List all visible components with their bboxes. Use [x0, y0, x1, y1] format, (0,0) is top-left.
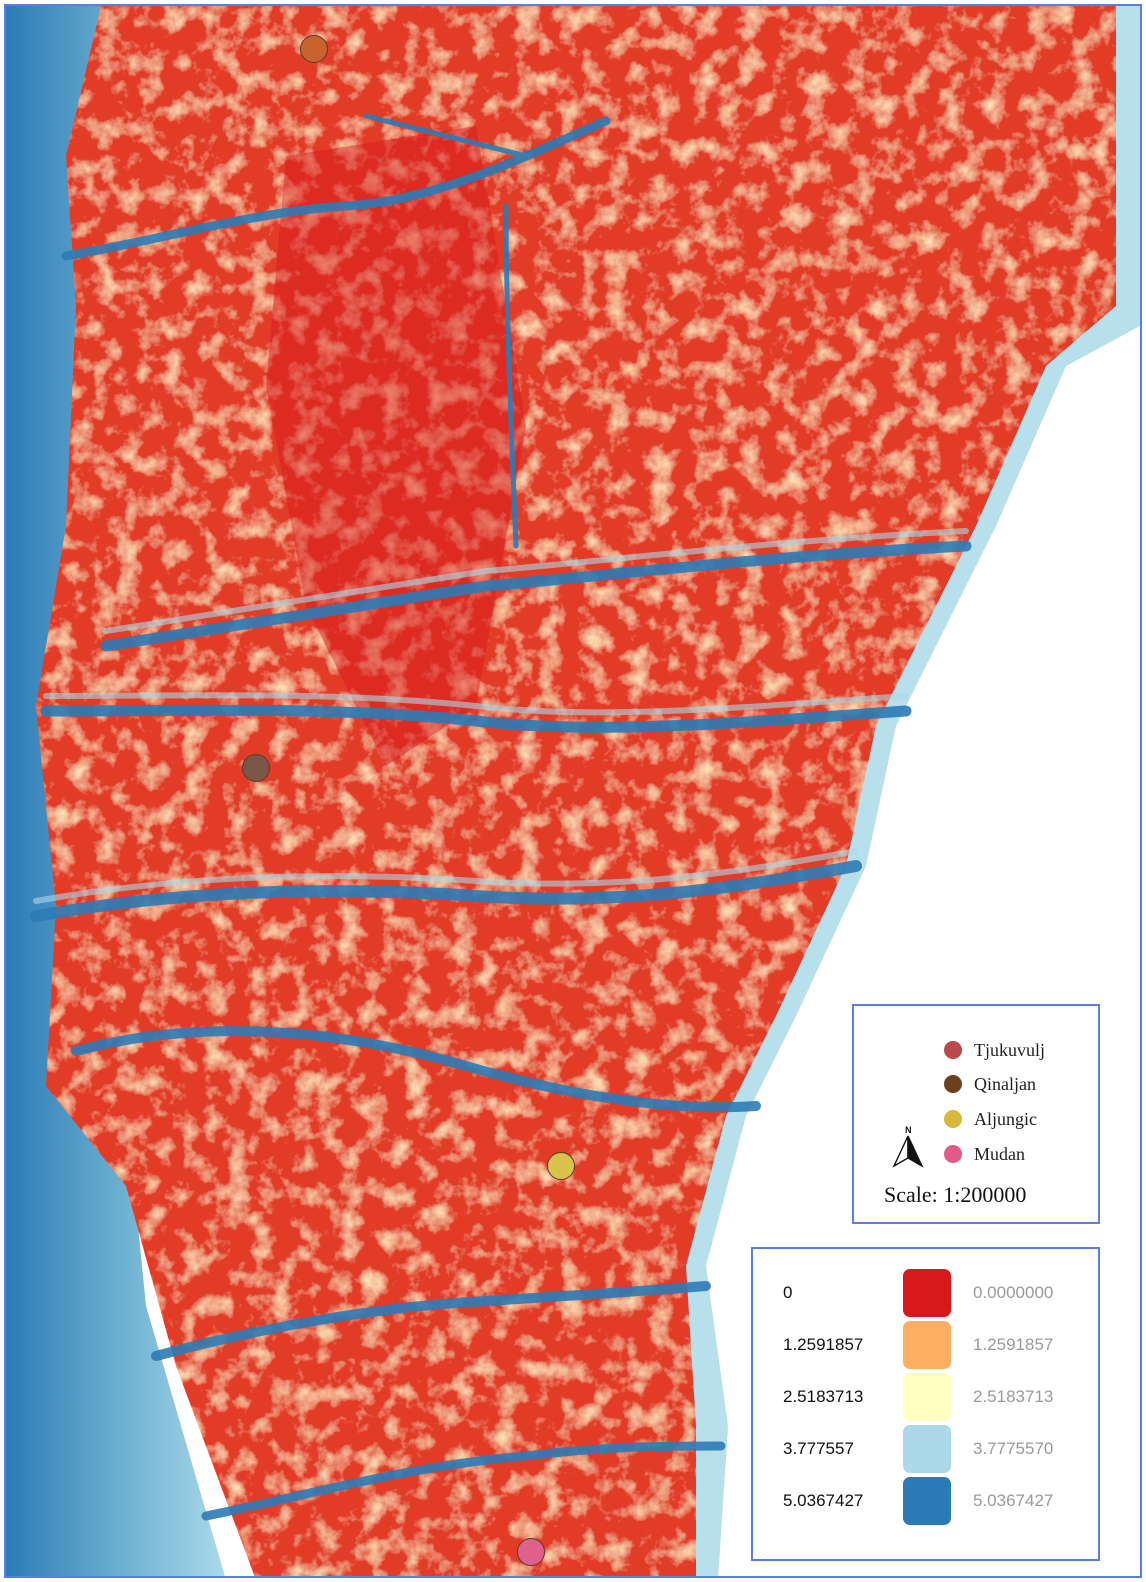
ramp-value: 5.0367427 — [973, 1491, 1054, 1510]
places-legend: Tjukuvulj Qinaljan Aljungic Mudan N Scal… — [852, 1004, 1100, 1224]
legend-item-mudan: Mudan — [944, 1141, 1025, 1167]
ramp-label: 2.5183713 — [783, 1387, 864, 1406]
ramp-swatch — [903, 1269, 951, 1317]
ramp-label: 0 — [783, 1283, 793, 1302]
legend-item-qinaljan: Qinaljan — [944, 1071, 1036, 1097]
place-label: Mudan — [974, 1143, 1025, 1164]
qinaljan-dot-icon — [944, 1075, 962, 1093]
aljungic-dot-icon — [944, 1110, 962, 1128]
marker-mudan[interactable] — [517, 1538, 545, 1566]
place-label: Aljungic — [974, 1108, 1037, 1129]
river-network — [30, 113, 972, 1521]
legend-item-aljungic: Aljungic — [944, 1106, 1037, 1132]
ramp-row: 5.0367427 5.0367427 — [753, 1477, 1098, 1525]
north-label: N — [905, 1125, 912, 1135]
north-arrow-icon: N — [892, 1125, 924, 1168]
marker-tjukuvulj[interactable] — [300, 35, 328, 63]
color-ramp-legend: 0 0.0000000 1.2591857 1.2591857 2.518371… — [751, 1247, 1100, 1561]
place-label: Tjukuvulj — [974, 1039, 1045, 1060]
ramp-row: 1.2591857 1.2591857 — [753, 1321, 1098, 1369]
ramp-row: 3.777557 3.7775570 — [753, 1425, 1098, 1473]
ramp-label: 3.777557 — [783, 1439, 854, 1458]
marker-aljungic[interactable] — [547, 1152, 575, 1180]
ramp-swatch — [903, 1321, 951, 1369]
legend-item-tjukuvulj: Tjukuvulj — [944, 1037, 1045, 1063]
ramp-label: 5.0367427 — [783, 1491, 864, 1510]
mountain-area — [36, 6, 1116, 1576]
ramp-label: 1.2591857 — [783, 1335, 864, 1354]
ramp-swatch — [903, 1373, 951, 1421]
ramp-row: 2.5183713 2.5183713 — [753, 1373, 1098, 1421]
marker-qinaljan[interactable] — [242, 754, 270, 782]
place-label: Qinaljan — [974, 1073, 1036, 1094]
terrain-map — [6, 6, 1140, 1576]
scale-label: Scale: 1:200000 — [884, 1182, 1027, 1207]
tjukuvulj-dot-icon — [944, 1041, 962, 1059]
mudan-dot-icon — [944, 1145, 962, 1163]
ramp-swatch — [903, 1425, 951, 1473]
map-frame[interactable] — [4, 4, 1142, 1578]
ramp-swatch — [903, 1477, 951, 1525]
ramp-value: 1.2591857 — [973, 1335, 1054, 1354]
ramp-value: 0.0000000 — [973, 1283, 1054, 1302]
ramp-value: 2.5183713 — [973, 1387, 1054, 1406]
ramp-value: 3.7775570 — [973, 1439, 1054, 1458]
river-banks — [33, 528, 969, 904]
ramp-row: 0 0.0000000 — [753, 1269, 1098, 1317]
